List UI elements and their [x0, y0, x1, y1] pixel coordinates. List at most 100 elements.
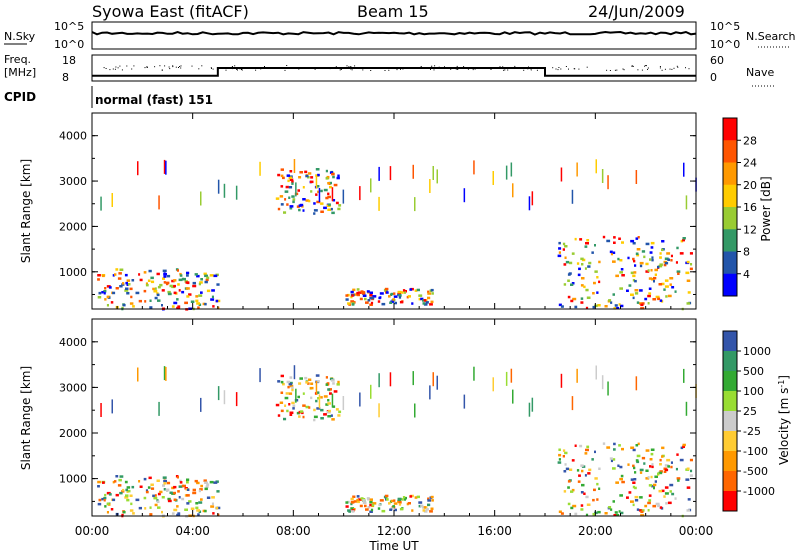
power-cell	[333, 183, 338, 187]
nave-dot	[291, 67, 293, 69]
nave-dot	[631, 65, 633, 67]
nave-dot	[231, 66, 233, 67]
power-cell	[630, 293, 634, 296]
nave-dot	[105, 68, 107, 69]
power-cell	[315, 193, 318, 196]
velocity-cell	[108, 493, 112, 496]
power-cell	[215, 299, 219, 303]
velocity-cell	[658, 471, 663, 475]
velocity-cell	[143, 496, 147, 500]
velocity-cell	[565, 467, 570, 471]
velocity-cell	[313, 415, 318, 419]
power-cell	[132, 305, 135, 308]
velocity-cell	[157, 492, 161, 496]
power-cell	[216, 283, 220, 286]
velocity-cell	[277, 414, 281, 417]
velocity-cell	[369, 510, 373, 513]
velocity-cell	[570, 490, 574, 493]
power-cell	[403, 291, 406, 294]
velocity-cell	[686, 486, 691, 489]
power-cell	[627, 256, 630, 260]
nave-dot	[162, 69, 163, 71]
power-cell	[159, 283, 163, 287]
power-cell	[423, 303, 428, 306]
nave-dot	[179, 66, 181, 67]
nave-dot	[573, 68, 575, 70]
nave-dot	[644, 65, 646, 67]
velocity-cell	[327, 388, 331, 391]
velocity-cell	[310, 396, 313, 400]
velocity-cell	[178, 496, 181, 499]
velocity-cell	[104, 505, 107, 508]
nave-dot	[211, 67, 212, 69]
power-streak	[378, 196, 380, 211]
nave-dot	[370, 70, 372, 71]
power-cell	[186, 271, 190, 275]
power-cell	[651, 256, 654, 259]
nave-dot	[241, 69, 243, 71]
velocity-cell	[163, 479, 167, 483]
velocity-cell	[356, 500, 360, 504]
power-cell	[653, 276, 657, 280]
nave-dot	[178, 67, 179, 68]
velocity-cell	[192, 491, 197, 495]
power-cell	[166, 274, 171, 278]
power-cell	[587, 265, 591, 268]
velocity-cell	[320, 417, 324, 420]
velocity-cell	[653, 486, 655, 490]
power-cell	[613, 307, 617, 310]
velocity-cell	[619, 477, 623, 481]
velocity-cell	[122, 510, 126, 514]
velocity-heatmap	[97, 365, 697, 518]
power-cell	[567, 273, 571, 276]
nave-dot	[503, 69, 505, 71]
power-cell	[411, 302, 414, 305]
velocity-cell	[161, 496, 165, 499]
velocity-cell	[156, 479, 160, 482]
nave-dot	[555, 68, 557, 70]
velocity-cell	[118, 478, 122, 482]
velocity-cell	[427, 503, 431, 507]
power-cell	[302, 198, 306, 201]
freq-unit-label: [MHz]	[4, 66, 36, 79]
power-cell	[663, 263, 667, 267]
power-cell	[106, 304, 109, 307]
velocity-cell	[364, 504, 367, 508]
y-tick-label: 4000	[59, 130, 87, 143]
velocity-cell	[585, 495, 589, 499]
velocity-cell	[667, 465, 670, 468]
velocity-cell	[639, 468, 644, 472]
velocity-cell	[634, 471, 637, 474]
power-cell	[309, 180, 314, 184]
velocity-streak	[473, 366, 475, 381]
power-cell	[381, 302, 386, 306]
velocity-cell	[145, 490, 149, 494]
velocity-cell	[676, 453, 679, 456]
velocity-cell	[657, 472, 660, 475]
power-cell	[610, 301, 613, 304]
power-y-axis: 4000 3000 2000 1000	[59, 130, 696, 295]
power-cell	[429, 303, 433, 306]
nave-dot	[402, 68, 404, 70]
nave-dot	[645, 65, 647, 66]
velocity-cell	[154, 503, 158, 507]
power-cell	[667, 258, 670, 261]
power-cell	[586, 239, 590, 242]
power-cell	[653, 280, 655, 283]
velocity-cell	[586, 445, 590, 449]
power-cell	[562, 242, 566, 246]
velocity-cell	[362, 499, 365, 502]
velocity-cell	[280, 380, 284, 384]
velocity-cell	[423, 506, 427, 509]
nave-dot	[114, 68, 116, 70]
velocity-cell	[659, 470, 663, 473]
velocity-cell	[288, 392, 293, 395]
power-streak	[331, 187, 334, 202]
power-streak	[223, 183, 226, 198]
nave-dot	[109, 69, 111, 71]
power-cell	[564, 245, 568, 248]
power-cell	[291, 182, 294, 185]
power-cell	[350, 290, 354, 294]
velocity-cell	[429, 510, 433, 513]
x-tick-label: 12:00	[377, 524, 412, 538]
